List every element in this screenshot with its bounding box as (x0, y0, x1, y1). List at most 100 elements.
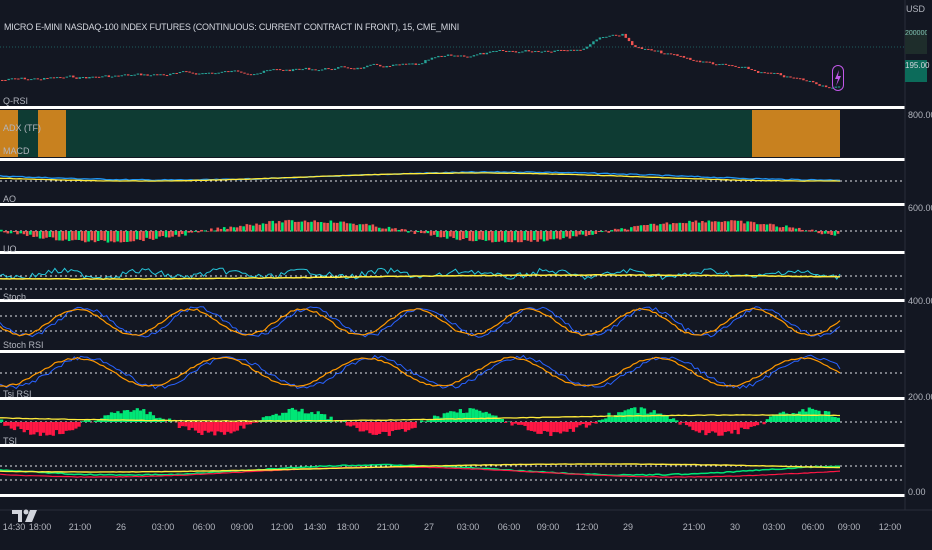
ao-bar (274, 223, 278, 232)
ao-bar (84, 231, 87, 243)
ao-bar (704, 222, 707, 232)
candle (511, 50, 514, 52)
ao-bar (610, 230, 614, 232)
ao-bar (306, 222, 310, 232)
tsi-rsi-fill (226, 422, 230, 432)
ao-bar (752, 222, 756, 232)
ao-bar (190, 231, 194, 233)
ao-bar (300, 221, 304, 232)
ao-bar (245, 224, 249, 232)
candle (727, 64, 731, 66)
ao-bar (565, 231, 569, 237)
candle (404, 63, 408, 65)
ao-bar (520, 231, 523, 243)
ao-bar (814, 231, 817, 232)
tsi-rsi-fill (119, 413, 123, 422)
candle (514, 51, 518, 53)
candle (792, 77, 795, 79)
tsi-ma-line (0, 463, 840, 473)
tsi-rsi-fill (756, 422, 760, 426)
ao-bar (345, 223, 349, 232)
candle (291, 69, 295, 72)
candle (605, 36, 608, 38)
tsi-rsi-fill (591, 422, 595, 423)
candle (585, 46, 589, 49)
ao-bar (613, 228, 617, 232)
tsi-rsi-fill (768, 416, 773, 422)
candle (579, 49, 582, 51)
tsi-rsi-fill (235, 422, 240, 431)
ao-bar (552, 231, 556, 240)
candle (408, 63, 411, 65)
ao-bar (16, 231, 19, 235)
candle (702, 61, 705, 63)
candle (223, 71, 227, 73)
candle (320, 69, 324, 71)
ao-bar (294, 221, 297, 232)
candle (437, 55, 440, 58)
ao-bar (523, 231, 527, 241)
tsi-rsi-fill (403, 422, 408, 432)
last-price-label: 195.00 (905, 60, 929, 82)
ao-bar (22, 231, 26, 235)
candle (543, 50, 547, 52)
candle (608, 35, 611, 37)
candle (304, 67, 308, 70)
candle (178, 72, 182, 74)
ao-bar (820, 231, 824, 235)
candle (750, 69, 753, 71)
time-axis-tick-label: 14:30 (2, 522, 26, 532)
candle (159, 74, 162, 76)
candle (501, 49, 505, 51)
time-axis-tick-label: 21:00 (376, 522, 400, 532)
tsi-rsi-fill (400, 422, 404, 430)
ao-bar (216, 227, 220, 232)
ao-bar (413, 231, 417, 234)
tsi-rsi-fill (600, 419, 605, 422)
candle (356, 67, 359, 70)
tsi-rsi-fill (329, 416, 333, 422)
ao-bar (836, 231, 840, 234)
tsi-rsi-fill (639, 407, 643, 422)
tsi-rsi-fill (184, 422, 188, 427)
candle (78, 77, 81, 79)
lightning-icon[interactable] (832, 65, 844, 91)
tsi-rsi-fill (200, 422, 204, 435)
candle (139, 73, 143, 76)
candle (181, 71, 185, 73)
ao-bar (510, 231, 514, 243)
ao-bar (352, 223, 355, 232)
candle (243, 72, 246, 74)
candle (85, 77, 88, 79)
ao-bar (193, 231, 197, 232)
pane-separator (0, 494, 905, 497)
pane-separator (0, 106, 905, 109)
tsi-rsi-fill (232, 422, 236, 432)
tsi-rsi-fill (426, 420, 430, 422)
candle (110, 76, 114, 78)
ao-bar (222, 227, 226, 232)
ao-bar (772, 224, 775, 232)
candle (362, 67, 366, 69)
ao-bar (778, 227, 782, 232)
tsi-rsi-fill (539, 422, 543, 434)
tsi-rsi-fill (630, 408, 634, 422)
tsi-rsi-fill (478, 410, 482, 422)
tsi-rsi-fill (423, 421, 427, 422)
tsi-rsi-fill (35, 422, 39, 433)
candle (682, 55, 686, 58)
tsi-rsi-fill (704, 422, 708, 436)
adx-highlight (38, 110, 66, 157)
tsi-rsi-fill (788, 414, 792, 422)
ao-bar (478, 231, 481, 240)
candle (62, 77, 65, 79)
candle (695, 60, 699, 62)
ao-bar (113, 231, 116, 243)
tsi-rsi-fill (277, 415, 282, 422)
candle (508, 50, 511, 52)
candle (391, 64, 395, 67)
candle (808, 80, 812, 82)
candle (795, 77, 799, 79)
tsi-rsi-fill (462, 412, 466, 422)
